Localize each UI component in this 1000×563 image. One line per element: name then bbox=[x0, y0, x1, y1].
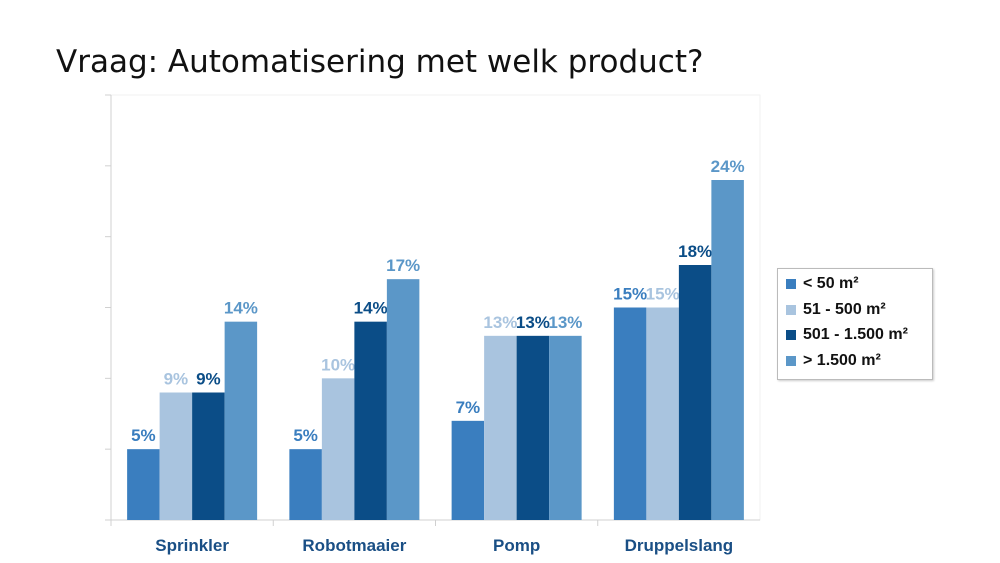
data-label: 14% bbox=[224, 299, 258, 318]
data-label: 13% bbox=[548, 313, 582, 332]
legend-swatch bbox=[786, 330, 796, 340]
data-label: 15% bbox=[613, 285, 647, 304]
bar-druppelslang-1 bbox=[646, 307, 679, 520]
data-label: 18% bbox=[678, 242, 712, 261]
bar-robotmaaier-1 bbox=[321, 378, 355, 520]
bar-robotmaaier-3 bbox=[386, 279, 420, 520]
slide-title: Vraag: Automatisering met welk product? bbox=[56, 44, 704, 80]
legend-item: 501 - 1.500 m² bbox=[786, 326, 908, 344]
bar-druppelslang-0 bbox=[613, 307, 647, 520]
legend-label: < 50 m² bbox=[803, 275, 859, 292]
bar-pomp-0 bbox=[451, 420, 485, 520]
bar-robotmaaier-2 bbox=[354, 321, 387, 520]
bar-pomp-3 bbox=[549, 335, 582, 520]
bar-druppelslang-2 bbox=[678, 265, 712, 520]
data-label: 5% bbox=[131, 426, 156, 445]
x-tick-label: Robotmaaier bbox=[302, 536, 406, 555]
data-label: 9% bbox=[196, 370, 221, 389]
data-label: 10% bbox=[321, 355, 355, 374]
legend-label: 501 - 1.500 m² bbox=[803, 326, 908, 343]
legend-item: 51 - 500 m² bbox=[786, 301, 886, 319]
legend-item: < 50 m² bbox=[786, 275, 859, 293]
bar-sprinkler-3 bbox=[224, 321, 258, 520]
bar-sprinkler-1 bbox=[159, 392, 193, 520]
legend: < 50 m² 51 - 500 m² 501 - 1.500 m² > 1.500 … bbox=[777, 268, 933, 380]
legend-label: 51 - 500 m² bbox=[803, 300, 886, 318]
bar-robotmaaier-0 bbox=[289, 449, 322, 520]
x-tick-label: Sprinkler bbox=[155, 536, 229, 555]
legend-swatch bbox=[786, 304, 796, 315]
bar-pomp-1 bbox=[484, 335, 517, 520]
data-label: 17% bbox=[386, 256, 420, 275]
data-label: 14% bbox=[354, 299, 388, 318]
bar-sprinkler-0 bbox=[127, 449, 160, 520]
bar-sprinkler-2 bbox=[192, 392, 225, 520]
data-label: 15% bbox=[646, 285, 680, 304]
data-label: 13% bbox=[516, 313, 550, 332]
data-label: 24% bbox=[711, 157, 745, 176]
x-tick-label: Druppelslang bbox=[625, 536, 734, 555]
x-tick-label: Pomp bbox=[493, 536, 540, 555]
data-label: 7% bbox=[456, 398, 481, 417]
bar-druppelslang-3 bbox=[711, 180, 744, 520]
data-label: 13% bbox=[483, 313, 517, 332]
data-label: 9% bbox=[164, 370, 189, 389]
legend-label: > 1.500 m² bbox=[803, 351, 881, 369]
data-label: 5% bbox=[293, 426, 318, 445]
bar-pomp-2 bbox=[516, 335, 550, 520]
legend-item: > 1.500 m² bbox=[786, 352, 881, 370]
legend-swatch bbox=[786, 279, 796, 289]
legend-swatch bbox=[786, 355, 796, 366]
